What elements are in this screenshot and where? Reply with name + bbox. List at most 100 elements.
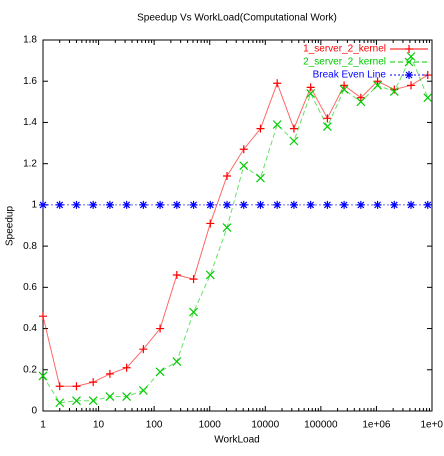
marker [423,93,433,103]
y-tick-label: 1.6 [23,76,37,87]
marker [423,200,432,209]
marker [122,392,132,401]
y-tick-label: 0.4 [23,323,37,334]
x-tick-label: 10 [93,420,105,431]
marker [272,120,282,129]
marker [189,275,198,284]
marker [373,80,382,90]
marker [72,382,81,391]
marker [138,385,148,395]
marker [72,200,81,209]
x-tick-label: 1000 [199,420,222,431]
marker [206,200,215,209]
marker [139,345,148,354]
y-tick-label: 0.2 [23,364,37,375]
marker [172,270,181,279]
marker [239,161,249,171]
y-tick-label: 1.4 [23,117,37,128]
marker [406,52,416,61]
marker [122,200,131,209]
marker [55,398,65,408]
legend-label: 1_server_2_kernel [303,44,386,55]
marker [222,223,232,232]
marker [306,83,315,92]
x-tick-label: 1e+06 [362,420,391,431]
legend-label: Break Even Line [313,70,387,81]
x-axis-label: WorkLoad [214,435,259,446]
legend-marker [405,71,413,79]
marker [306,200,315,209]
marker [89,378,98,387]
marker [55,382,64,391]
marker [55,200,64,209]
plot-frame [42,39,433,412]
marker [306,89,316,99]
marker [323,114,332,123]
marker [289,136,299,146]
marker [156,324,165,333]
marker [256,124,265,133]
y-axis-label: Speedup [5,206,16,246]
y-tick-label: 1 [31,200,37,211]
marker [156,200,165,209]
marker [373,200,382,209]
marker [239,200,248,209]
y-tick-label: 1.8 [23,35,37,46]
marker [39,312,47,321]
y-tick-label: 0 [31,406,37,417]
marker [407,200,416,209]
marker [139,200,148,209]
marker [206,219,215,228]
marker [322,122,332,131]
x-tick-label: 1 [40,420,46,431]
x-tick-label: 10000 [251,420,279,431]
marker [72,396,81,406]
marker [356,97,366,107]
marker [340,81,349,90]
marker [256,173,265,183]
series-line [42,55,429,404]
marker [339,85,349,94]
marker [407,81,416,90]
series-line [42,74,429,387]
marker [256,200,265,209]
x-tick-label: 1e+0 [420,420,443,431]
marker [223,172,232,181]
marker [289,200,298,209]
marker [189,200,198,209]
marker [340,200,349,209]
marker [122,363,131,372]
marker [239,145,248,154]
x-tick-label: 100 [146,420,163,431]
x-tick-label: 100000 [304,420,338,431]
marker [205,270,215,280]
marker [223,200,232,209]
marker [390,200,399,209]
legend-marker [405,45,413,53]
marker [88,396,98,406]
marker [105,369,114,378]
marker [323,200,332,209]
marker [356,200,365,209]
marker [39,200,47,209]
marker [89,200,98,209]
marker [105,392,115,401]
marker [38,371,48,381]
y-tick-label: 0.8 [23,241,37,252]
marker [373,77,382,86]
marker [172,200,181,209]
chart-title: Speedup Vs WorkLoad(Computational Work) [137,13,337,24]
marker [389,87,399,96]
marker [356,93,365,102]
marker [172,357,182,366]
marker [289,124,298,133]
marker [273,200,282,209]
y-tick-label: 1.2 [23,158,37,169]
marker [155,367,165,377]
marker [273,79,282,88]
legend-label: 2_server_2_kernel [303,57,386,68]
marker [189,307,198,317]
legend-marker [404,57,414,67]
y-tick-label: 0.6 [23,282,37,293]
